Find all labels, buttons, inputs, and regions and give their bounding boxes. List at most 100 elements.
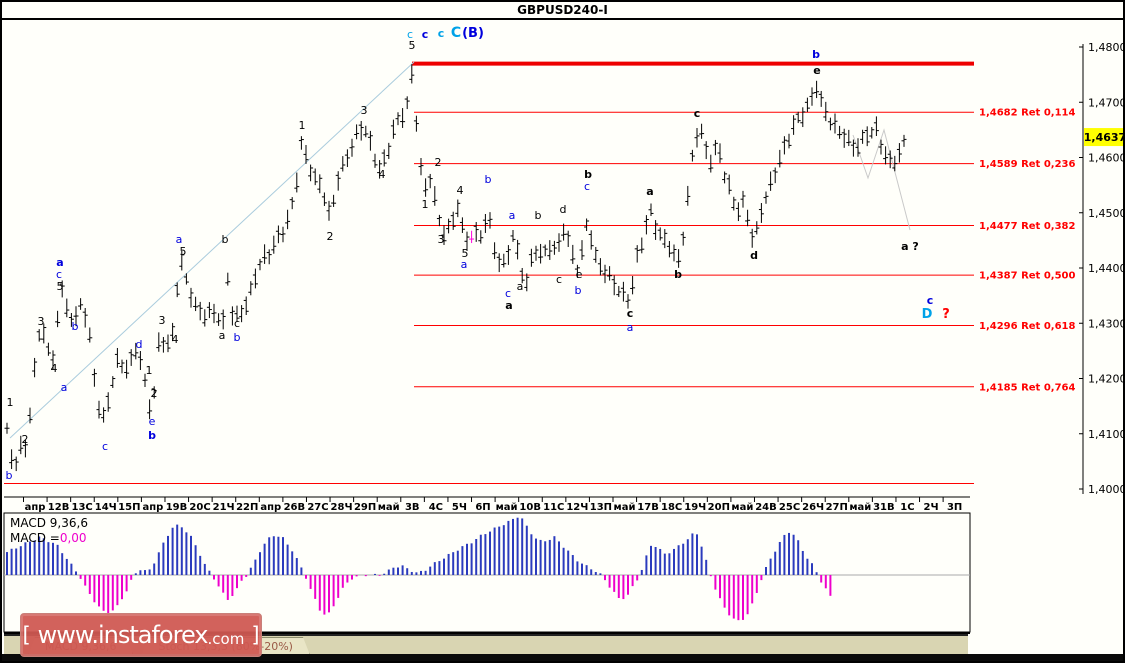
time-axis-label: 28Ч (331, 502, 353, 513)
wave-label: 4 (457, 184, 464, 197)
wave-label: a (461, 258, 468, 271)
wave-label: b (72, 320, 79, 333)
wave-label: (B) (462, 26, 484, 41)
wave-label: c (407, 28, 413, 41)
time-axis-label: 26В (284, 502, 306, 513)
wave-label: a (219, 329, 226, 342)
wave-label: 2 (327, 230, 334, 243)
wave-label: 1 (146, 364, 153, 377)
time-axis-label: май (731, 502, 753, 513)
macd-value: 0,00 (59, 531, 87, 545)
time-axis-label: 3В (405, 502, 420, 513)
price-axis-label: 1,4700 (1088, 96, 1125, 109)
wave-label: c (694, 107, 701, 120)
wave-label: C (451, 25, 461, 41)
price-axis-label: 1,4100 (1088, 428, 1125, 441)
wave-label: c (422, 28, 429, 41)
trendline (9, 61, 415, 439)
wave-label: 5 (180, 245, 187, 258)
projection-zigzag (852, 128, 911, 231)
time-axis-label: 10В (519, 502, 541, 513)
time-axis-label: 25С (779, 502, 800, 513)
time-axis-label: 13П (590, 502, 612, 513)
wave-label: c (438, 27, 445, 40)
wave-label: c (234, 317, 240, 330)
chart-title: GBPUSD240-I (517, 3, 608, 17)
current-price-badge (1084, 128, 1123, 147)
time-axis-label: 12В (48, 502, 70, 513)
logo-bracket-right: ] (251, 623, 260, 647)
time-axis-label: 17В (637, 502, 659, 513)
wave-label: 5 (462, 247, 469, 260)
macd-indicator-labels: MACD 9,36,6 MACD =0,00 (10, 516, 88, 546)
price-axis-label: 1,4300 (1088, 317, 1125, 330)
macd-params-label: MACD 9,36,6 (10, 516, 88, 530)
wave-label: 3 (438, 233, 445, 246)
wave-label: b (535, 209, 542, 222)
wave-label: a (627, 321, 634, 334)
wave-label: d (136, 338, 143, 351)
time-axis-label: 13С (72, 502, 93, 513)
wave-label: 5 (57, 280, 64, 293)
wave-label: b (584, 168, 592, 181)
wave-label: a (517, 280, 524, 293)
time-axis-label: 20П (708, 502, 730, 513)
wave-label: 1 (422, 198, 429, 211)
time-axis-label: 31В (873, 502, 895, 513)
time-axis-label: 2Ч (924, 502, 939, 513)
wave-label: c (102, 440, 108, 453)
time-axis-label: май (614, 502, 636, 513)
wave-label: a (509, 209, 516, 222)
wave-label: b (148, 429, 156, 442)
wave-label: e (149, 415, 156, 428)
time-axis-label: 26Ч (802, 502, 824, 513)
wave-label: b (575, 284, 582, 297)
current-price-label: 1,4637 (1084, 131, 1125, 144)
wave-label: c (505, 287, 511, 300)
time-axis-label: апр (142, 502, 163, 513)
fib-level-label: 1,4477 Ret 0,382 (979, 221, 1075, 232)
wave-label: a ? (901, 240, 919, 253)
price-axis-label: 1,4500 (1088, 207, 1125, 220)
price-axis-label: 1,4200 (1088, 373, 1125, 386)
wave-label: c (927, 294, 934, 307)
time-axis-label: 15П (118, 502, 140, 513)
wave-label: b (234, 331, 241, 344)
time-axis-label: 19Ч (684, 502, 706, 513)
time-axis-label: апр (25, 502, 46, 513)
wave-label: 1 (299, 119, 306, 132)
time-axis-label: 1С (900, 502, 914, 513)
wave-label: b (812, 48, 820, 61)
wave-label: d (750, 249, 758, 262)
wave-label: 4 (379, 168, 386, 181)
time-axis-label: 20С (189, 502, 210, 513)
time-axis-label: 5Ч (452, 502, 467, 513)
time-axis-label: 3П (947, 502, 962, 513)
logo-bracket-left: [ (22, 623, 31, 647)
wave-label: a (646, 185, 653, 198)
wave-label: 3 (38, 315, 45, 328)
wave-label: 3 (159, 314, 166, 327)
time-axis-label: 22П (236, 502, 258, 513)
fib-level-label: 1,4589 Ret 0,236 (979, 159, 1075, 170)
wave-label: 1 (7, 396, 14, 409)
logo-suffix: .com (207, 629, 245, 648)
instaforex-logo[interactable]: [www.instaforex .com] (20, 613, 262, 657)
wave-label: 5 (409, 39, 416, 52)
wave-label: b (485, 173, 492, 186)
time-axis-label: 18С (661, 502, 682, 513)
time-axis-label: май (849, 502, 871, 513)
fib-level-label: 1,4296 Ret 0,618 (979, 321, 1075, 332)
wave-label: 3 (361, 104, 368, 117)
title-bar: GBPUSD240-I (2, 2, 1123, 20)
time-axis-label: 21Ч (213, 502, 235, 513)
wave-label: b (6, 469, 13, 482)
wave-label: a (61, 381, 68, 394)
wave-label: a (505, 299, 512, 312)
time-axis-label: 27П (826, 502, 848, 513)
time-axis-label: 4С (429, 502, 443, 513)
time-axis-label: 29П (354, 502, 376, 513)
price-axis-label: 1,4600 (1088, 152, 1125, 165)
price-axis-label: 1,4400 (1088, 262, 1125, 275)
